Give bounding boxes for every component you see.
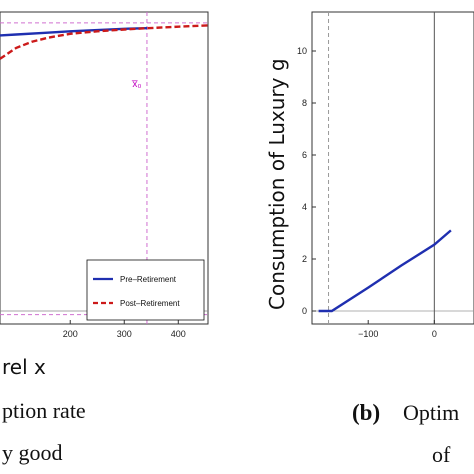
left-chart-panel: x̅₀ 200 300 400 Pre–Retirement Post–Retire…: [0, 11, 209, 465]
left-x-tick-label: 400: [171, 329, 186, 339]
right-caption-label: (b): [352, 400, 380, 425]
right-y-tick-label: 8: [302, 98, 307, 108]
legend-label-pre-retirement: Pre–Retirement: [120, 275, 177, 284]
series-post-retirement-line: [0, 24, 209, 60]
right-x-tick-label: 0: [432, 329, 437, 339]
legend-box: [86, 259, 205, 321]
right-x-tick-label: −100: [358, 329, 378, 339]
right-y-tick-label: 6: [302, 150, 307, 160]
left-plot-frame: [0, 11, 209, 325]
left-caption-line-1: ption rate: [2, 398, 86, 423]
left-caption-line-2: y good: [2, 440, 63, 465]
right-chart-panel: −100 0 0 2 4 6 8 10 Consumption of Luxury g (b…: [265, 11, 474, 467]
right-y-tick-label: 0: [302, 306, 307, 316]
right-y-tick-label: 10: [297, 46, 307, 56]
right-y-tick-label: 2: [302, 254, 307, 264]
right-caption-line-1: Optim: [403, 400, 459, 425]
x0-annotation: x̅₀: [132, 79, 142, 90]
left-x-axis-title: rel x: [2, 355, 46, 379]
left-x-tick-label: 300: [117, 329, 132, 339]
right-caption-line-2: of: [432, 442, 451, 467]
left-legend: Pre–Retirement Post–Retirement: [86, 259, 205, 321]
right-plot-frame: [311, 11, 474, 325]
legend-label-post-retirement: Post–Retirement: [120, 299, 180, 308]
left-x-tick-label: 200: [63, 329, 78, 339]
right-y-tick-label: 4: [302, 202, 307, 212]
series-luxury-consumption-line: [318, 229, 452, 313]
right-y-axis-title: Consumption of Luxury g: [265, 58, 289, 310]
